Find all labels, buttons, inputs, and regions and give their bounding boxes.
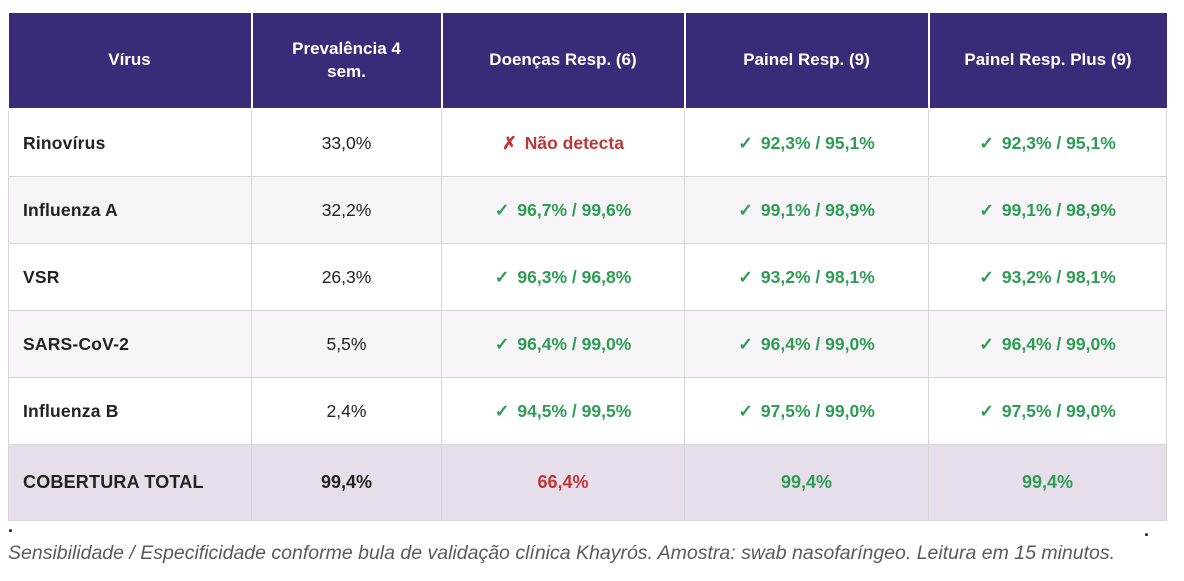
column-header-doencas-resp: Doenças Resp. (6)	[440, 13, 685, 110]
table-row-rinovirus: Rinovírus 33,0% ✗ Não detecta ✓ 92,3% / 95…	[8, 108, 1167, 177]
prevalence-cell: 5,5%	[251, 310, 442, 378]
check-icon: ✓	[738, 132, 753, 153]
header-row: Vírus Prevalência 4 sem. Doenças Resp. (…	[8, 13, 1167, 110]
check-icon: ✓	[494, 400, 510, 421]
stray-period-mark: .	[8, 516, 14, 536]
result-cell: ✓ 99,1% / 98,9%	[928, 176, 1167, 244]
result-cell: ✓ 96,4% / 99,0%	[684, 310, 929, 378]
cross-icon: ✗	[502, 132, 517, 153]
total-row: COBERTURA TOTAL 99,4% 66,4% 99,4% 99,4%	[8, 444, 1167, 521]
result-cell: ✓ 97,5% / 99,0%	[684, 377, 929, 445]
total-result-cell: 99,4%	[684, 444, 929, 521]
result-text: Não detecta	[524, 132, 624, 153]
check-icon: ✓	[738, 199, 753, 220]
prevalence-cell: 32,2%	[251, 176, 442, 244]
result-cell: ✓ 97,5% / 99,0%	[928, 377, 1167, 445]
column-header-painel-resp-plus: Painel Resp. Plus (9)	[927, 13, 1167, 110]
virus-name-cell: Influenza B	[8, 377, 252, 445]
result-cell: ✓ 92,3% / 95,1%	[928, 108, 1167, 177]
check-icon: ✓	[979, 400, 994, 421]
table-row-sars-cov-2: SARS-CoV-2 5,5% ✓ 96,4% / 99,0% ✓ 96,4% / …	[8, 310, 1167, 378]
column-header-painel-resp: Painel Resp. (9)	[683, 13, 929, 110]
check-icon: ✓	[979, 266, 994, 287]
result-text: 93,2% / 98,1%	[1001, 266, 1116, 287]
result-cell: ✓ 96,4% / 99,0%	[928, 310, 1167, 378]
result-cell: ✓ 99,1% / 98,9%	[684, 176, 929, 244]
stray-period-mark: .	[1144, 520, 1150, 540]
result-text: 99,1% / 98,9%	[1001, 199, 1116, 220]
prevalence-cell: 33,0%	[251, 108, 442, 177]
virus-name-cell: Rinovírus	[8, 108, 252, 177]
table-row-influenza-a: Influenza A 32,2% ✓ 96,7% / 99,6% ✓ 99,1% …	[8, 176, 1167, 244]
result-text: 97,5% / 99,0%	[760, 400, 875, 421]
check-icon: ✓	[738, 400, 753, 421]
prevalence-cell: 26,3%	[251, 243, 442, 311]
result-text: 99,1% / 98,9%	[760, 199, 875, 220]
figure-caption: Sensibilidade / Especificidade conforme …	[8, 542, 1116, 564]
table-row-influenza-b: Influenza B 2,4% ✓ 94,5% / 99,5% ✓ 97,5% /…	[8, 377, 1167, 445]
result-text: 93,2% / 98,1%	[760, 266, 875, 287]
result-text: 97,5% / 99,0%	[1001, 400, 1116, 421]
virus-name-cell: Influenza A	[8, 176, 252, 244]
total-label-cell: COBERTURA TOTAL	[8, 444, 252, 521]
result-cell: ✓ 92,3% / 95,1%	[684, 108, 929, 177]
check-icon: ✓	[979, 199, 994, 220]
virus-name-cell: VSR	[8, 243, 252, 311]
result-cell: ✓ 96,7% / 99,6%	[441, 176, 685, 244]
result-text: 96,4% / 99,0%	[1001, 333, 1116, 354]
table-row-vsr: VSR 26,3% ✓ 96,3% / 96,8% ✓ 93,2% / 98,1% …	[8, 243, 1167, 311]
check-icon: ✓	[738, 266, 753, 287]
comparison-table: Vírus Prevalência 4 sem. Doenças Resp. (…	[8, 13, 1167, 521]
check-icon: ✓	[979, 132, 994, 153]
result-text: 94,5% / 99,5%	[517, 400, 632, 421]
check-icon: ✓	[494, 333, 510, 354]
result-cell: ✗ Não detecta	[441, 108, 685, 177]
result-text: 96,7% / 99,6%	[517, 199, 632, 220]
total-prevalence-cell: 99,4%	[251, 444, 442, 521]
prevalence-cell: 2,4%	[251, 377, 442, 445]
result-text: 96,4% / 99,0%	[760, 333, 875, 354]
result-cell: ✓ 96,3% / 96,8%	[441, 243, 685, 311]
virus-name-cell: SARS-CoV-2	[8, 310, 252, 378]
result-text: 96,3% / 96,8%	[517, 266, 632, 287]
result-text: 92,3% / 95,1%	[1001, 132, 1116, 153]
check-icon: ✓	[494, 266, 510, 287]
check-icon: ✓	[979, 333, 994, 354]
check-icon: ✓	[738, 333, 753, 354]
result-cell: ✓ 94,5% / 99,5%	[441, 377, 685, 445]
total-result-cell: 66,4%	[441, 444, 685, 521]
result-text: 92,3% / 95,1%	[760, 132, 875, 153]
result-cell: ✓ 96,4% / 99,0%	[441, 310, 685, 378]
column-header-virus: Vírus	[8, 13, 252, 110]
result-cell: ✓ 93,2% / 98,1%	[928, 243, 1167, 311]
result-text: 96,4% / 99,0%	[517, 333, 632, 354]
column-header-prevalencia: Prevalência 4 sem.	[250, 13, 442, 110]
result-cell: ✓ 93,2% / 98,1%	[684, 243, 929, 311]
total-result-cell: 99,4%	[928, 444, 1167, 521]
check-icon: ✓	[494, 199, 510, 220]
